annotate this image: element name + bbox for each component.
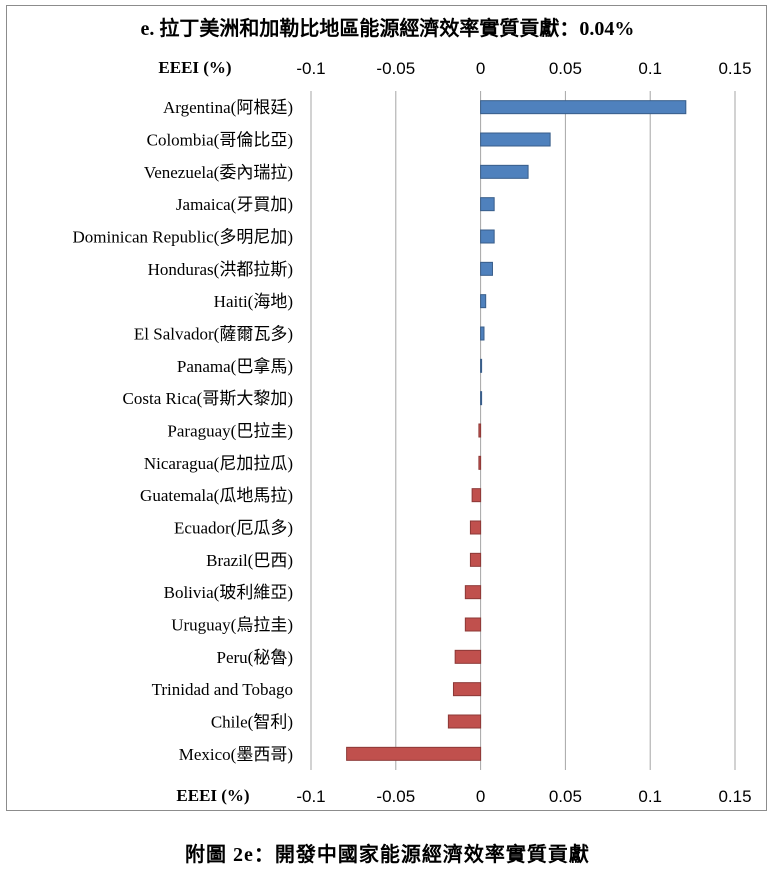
bar xyxy=(469,552,482,567)
category-label: Ecuador(厄瓜多) xyxy=(174,519,293,538)
figure-caption: 附圖 2e：開發中國家能源經濟效率實質貢獻 xyxy=(185,844,590,866)
bar xyxy=(480,326,485,341)
figure-frame xyxy=(6,5,767,811)
bottom-axis-title: EEEI (%) xyxy=(176,786,249,805)
bottom-tick-label: 0.05 xyxy=(549,787,582,806)
bar xyxy=(464,585,482,600)
top-tick-label: 0 xyxy=(476,59,485,78)
category-label: Venezuela(委內瑞拉) xyxy=(144,163,293,182)
category-label: Argentina(阿根廷) xyxy=(163,98,293,117)
category-label: Dominican Republic(多明尼加) xyxy=(73,228,294,247)
category-label: Peru(秘魯) xyxy=(217,648,293,667)
bar xyxy=(480,132,551,147)
top-tick-label: 0.1 xyxy=(638,59,662,78)
bottom-axis: EEEI (%) -0.1 -0.05 0 0.05 0.1 0.15 xyxy=(176,786,751,806)
bar xyxy=(469,520,482,535)
bar xyxy=(480,197,495,212)
top-axis-title: EEEI (%) xyxy=(158,58,231,77)
grid-lines xyxy=(310,91,736,770)
category-label: Colombia(哥倫比亞) xyxy=(147,131,293,150)
category-label: Nicaragua(尼加拉瓜) xyxy=(144,454,293,473)
bottom-tick-label: -0.05 xyxy=(376,787,415,806)
category-label: Chile(智利) xyxy=(211,713,293,732)
category-label: Trinidad and Tobago xyxy=(152,680,293,699)
bottom-tick-label: -0.1 xyxy=(296,787,325,806)
bar xyxy=(478,423,482,438)
category-label: Paraguay(巴拉圭) xyxy=(167,422,293,441)
category-label: Costa Rica(哥斯大黎加) xyxy=(123,389,293,408)
bar xyxy=(471,488,482,503)
category-label: Bolivia(玻利維亞) xyxy=(164,583,293,602)
top-tick-label: 0.05 xyxy=(549,59,582,78)
bar xyxy=(480,358,483,373)
bottom-tick-label: 0 xyxy=(476,787,485,806)
bar xyxy=(480,100,687,115)
top-axis: EEEI (%) -0.1 -0.05 0 0.05 0.1 0.15 xyxy=(158,58,751,78)
bottom-tick-label: 0.15 xyxy=(718,787,751,806)
bar xyxy=(478,455,482,470)
category-label: Uruguay(烏拉圭) xyxy=(171,616,293,635)
bar xyxy=(447,714,482,729)
category-label: Mexico(墨西哥) xyxy=(179,745,293,764)
bar xyxy=(454,649,482,664)
category-label: Brazil(巴西) xyxy=(206,551,293,570)
category-label: Haiti(海地) xyxy=(214,292,293,311)
category-label: Panama(巴拿馬) xyxy=(177,356,293,376)
bottom-tick-label: 0.1 xyxy=(638,787,662,806)
bar xyxy=(480,261,493,276)
category-label: Guatemala(瓜地馬拉) xyxy=(140,486,293,505)
bar xyxy=(452,682,482,697)
category-labels: Argentina(阿根廷) Colombia(哥倫比亞) Venezuela(委內… xyxy=(73,98,294,764)
top-tick-label: -0.1 xyxy=(296,59,325,78)
bar xyxy=(480,391,483,406)
bar xyxy=(480,164,529,179)
bar xyxy=(480,229,495,244)
bar xyxy=(346,746,482,761)
bars xyxy=(346,100,687,761)
top-tick-label: 0.15 xyxy=(718,59,751,78)
bar xyxy=(464,617,482,632)
top-tick-label: -0.05 xyxy=(376,59,415,78)
category-label: Honduras(洪都拉斯) xyxy=(148,260,293,279)
category-label: El Salvador(薩爾瓦多) xyxy=(134,325,293,344)
category-label: Jamaica(牙買加) xyxy=(176,195,293,214)
bar xyxy=(480,294,487,309)
chart-title: e. 拉丁美洲和加勒比地區能源經濟效率實質貢獻：0.04% xyxy=(140,18,635,40)
